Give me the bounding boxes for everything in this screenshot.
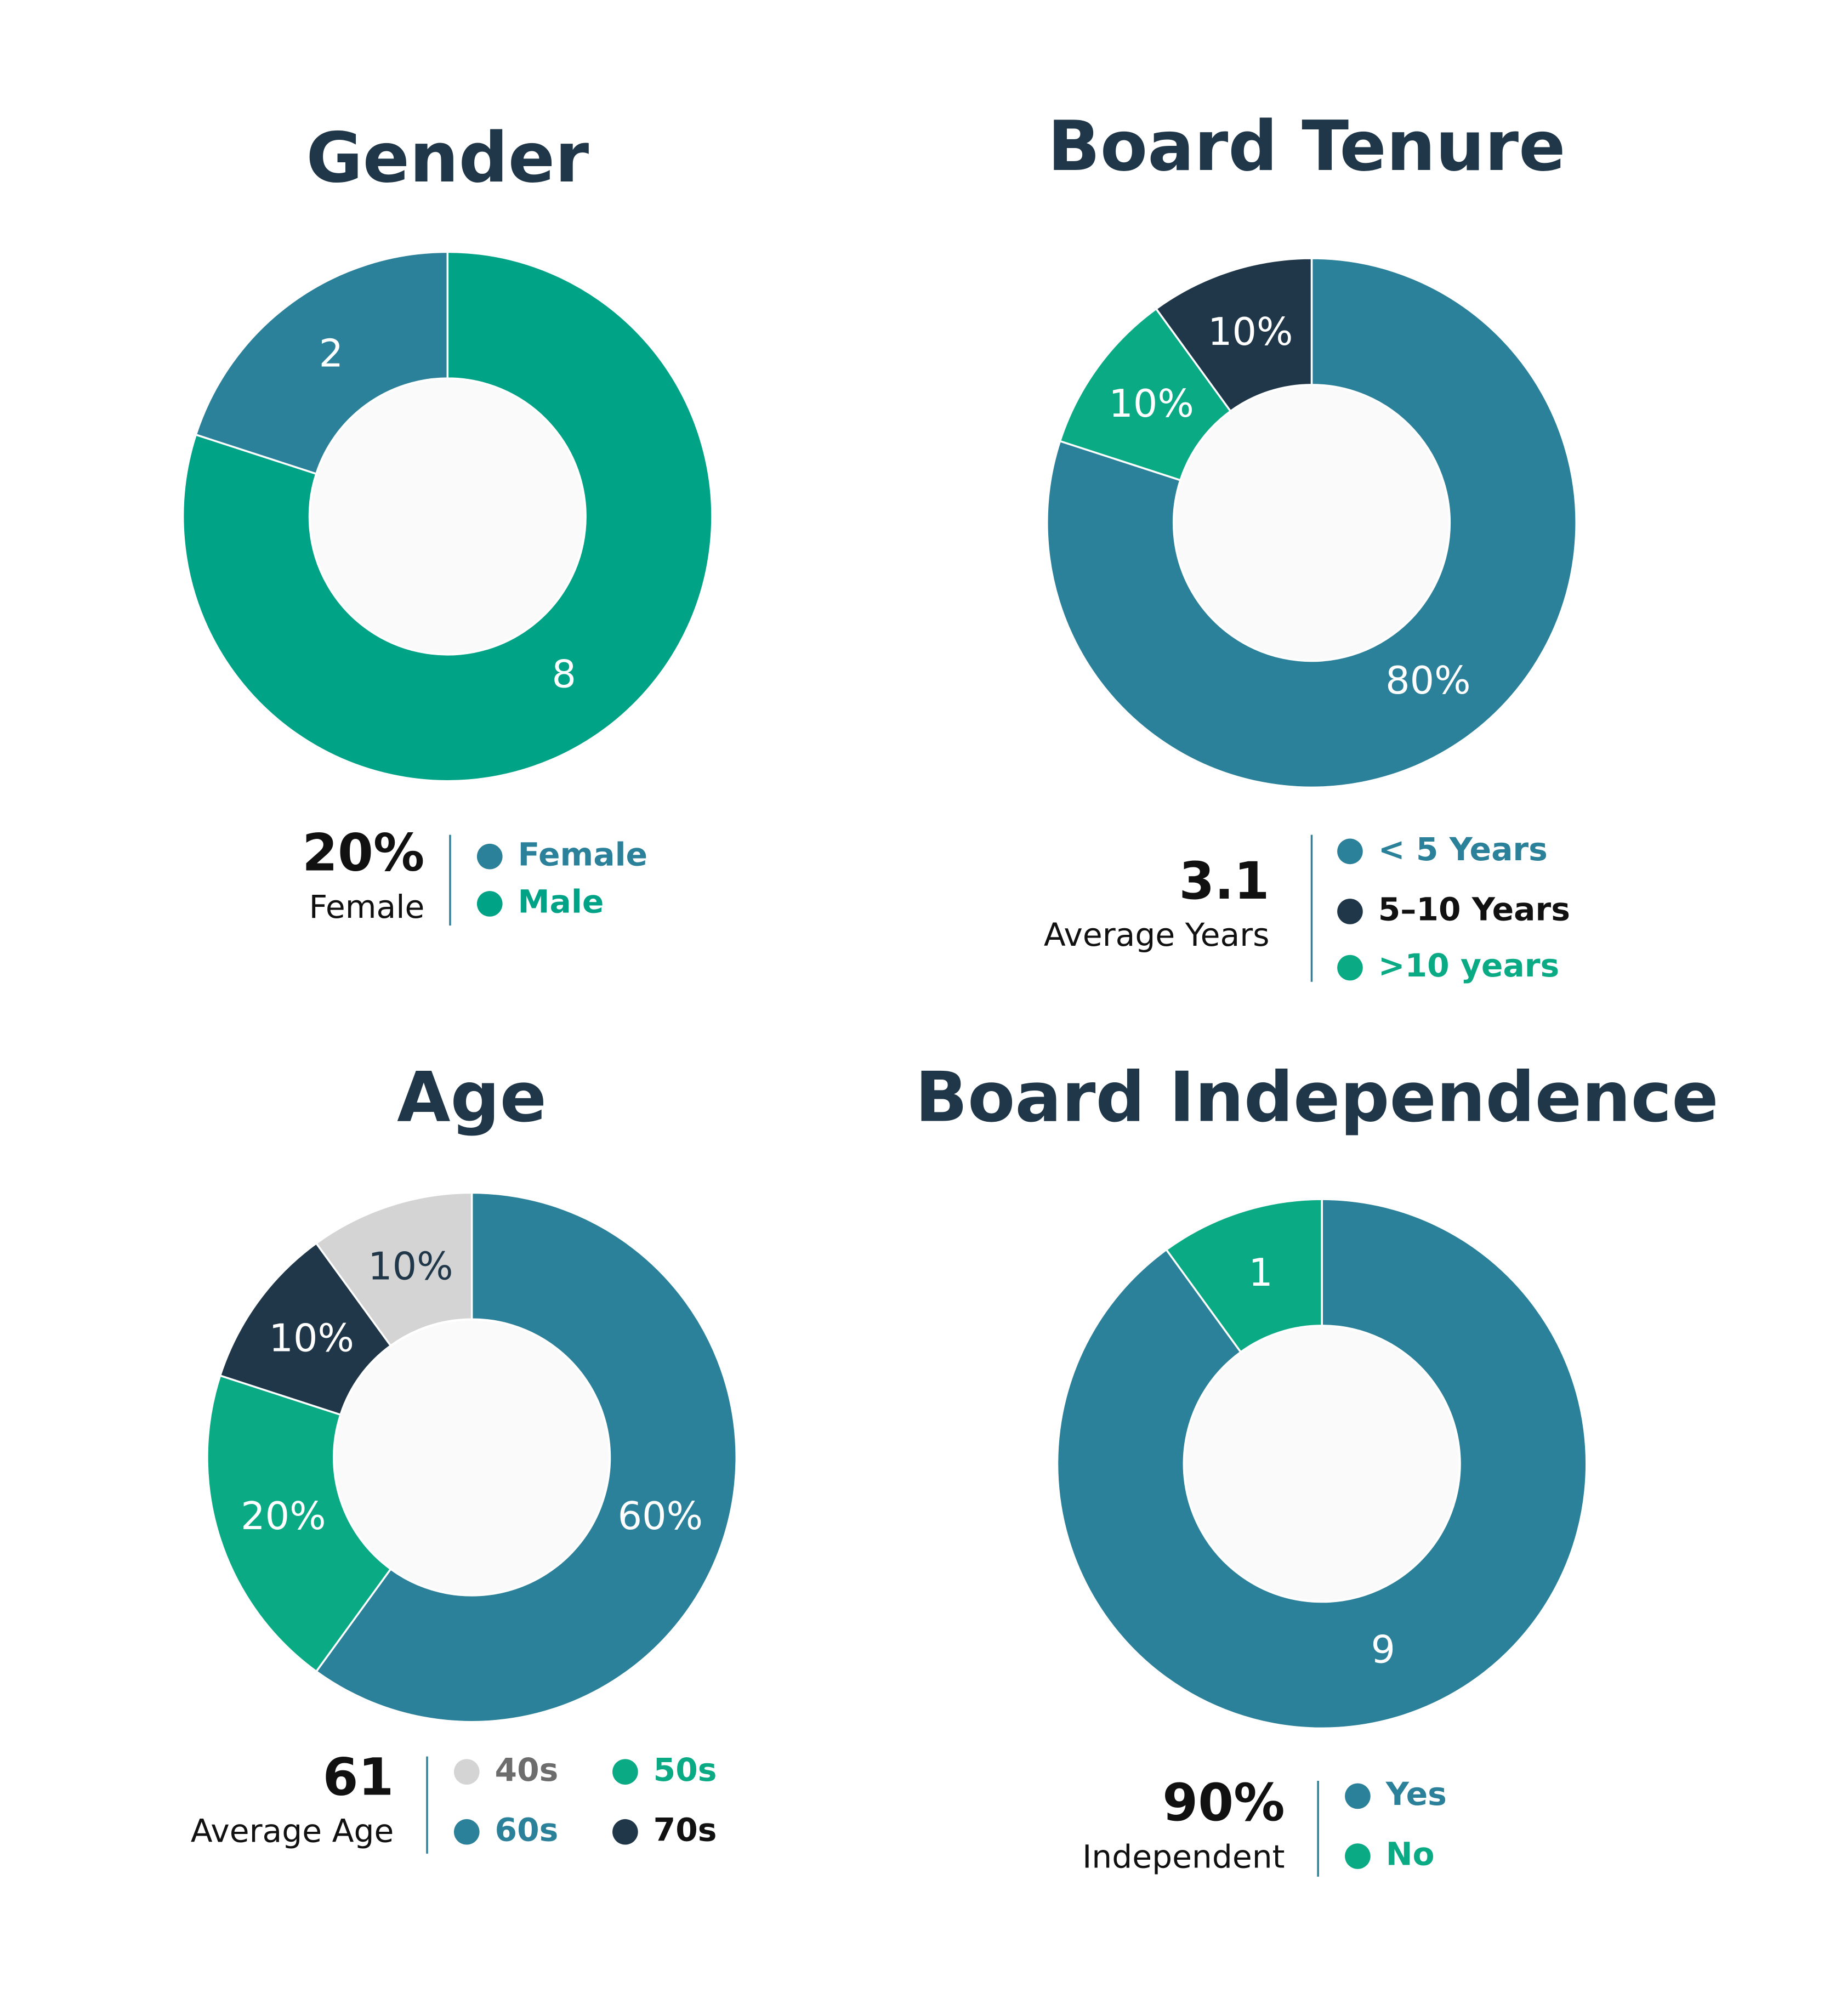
legend-label: 40s xyxy=(495,1751,559,1788)
donut-slice xyxy=(181,251,713,782)
legend-marker xyxy=(1337,899,1363,924)
legend-marker xyxy=(453,1759,480,1785)
legend-marker xyxy=(476,891,503,917)
slice-label: 2 xyxy=(319,332,344,376)
summary-value: 3.1 xyxy=(1179,851,1269,911)
slice-label: 1 xyxy=(1248,1251,1273,1295)
legend-label: Yes xyxy=(1385,1775,1447,1813)
donut-hole xyxy=(335,1320,609,1594)
chart-title: Board Independence xyxy=(915,1057,1719,1138)
summary-label: Independent xyxy=(1082,1838,1285,1875)
slice-label: 10% xyxy=(269,1316,354,1361)
donut-slice xyxy=(206,1374,393,1673)
donut-slice xyxy=(315,1191,473,1347)
legend-label: 70s xyxy=(654,1811,717,1848)
legend-label: < 5 Years xyxy=(1378,831,1548,868)
summary-value: 61 xyxy=(323,1747,394,1807)
donut-hole xyxy=(310,379,584,654)
slice-label: 20% xyxy=(241,1494,326,1538)
donut-slice xyxy=(1164,1198,1323,1354)
summary-value: 90% xyxy=(1162,1773,1285,1832)
summary-label: Average Years xyxy=(1044,916,1270,953)
donut-hole xyxy=(1174,386,1448,660)
donut-slice xyxy=(315,1191,737,1723)
legend-marker xyxy=(453,1819,480,1845)
slice-label: 9 xyxy=(1371,1627,1396,1672)
slice-label: 10% xyxy=(1208,310,1293,354)
legend-marker xyxy=(1345,1843,1371,1869)
donut-slice xyxy=(219,1242,393,1416)
slice-label: 10% xyxy=(368,1244,453,1288)
legend-label: 60s xyxy=(495,1811,559,1848)
donut-slice xyxy=(195,251,449,475)
slice-label: 8 xyxy=(552,652,576,696)
donut-slice xyxy=(1056,1198,1588,1730)
chart-title: Gender xyxy=(306,117,589,198)
summary-value: 20% xyxy=(302,823,424,883)
legend-marker xyxy=(1345,1783,1371,1809)
slice-label: 10% xyxy=(1109,382,1194,426)
legend-marker xyxy=(1337,838,1363,865)
donut-slice xyxy=(1059,307,1232,482)
legend-marker xyxy=(476,843,503,870)
chart-title: Board Tenure xyxy=(1048,106,1566,186)
legend-label: Male xyxy=(518,883,604,921)
legend-label: 5–10 Years xyxy=(1378,891,1570,928)
donut-slice xyxy=(1155,257,1313,413)
legend-marker xyxy=(1337,955,1363,981)
donut-hole xyxy=(1185,1327,1459,1601)
legend-label: 50s xyxy=(654,1751,717,1788)
chart-title: Age xyxy=(397,1057,547,1138)
legend-marker xyxy=(612,1759,638,1785)
donut-slice xyxy=(1046,257,1577,789)
slice-label: 60% xyxy=(618,1494,703,1538)
legend-label: Female xyxy=(518,836,648,873)
legend-label: >10 years xyxy=(1378,947,1560,984)
legend-marker xyxy=(612,1819,638,1845)
slice-label: 80% xyxy=(1385,658,1470,703)
summary-label: Female xyxy=(309,888,425,925)
legend-label: No xyxy=(1386,1836,1435,1873)
summary-label: Average Age xyxy=(191,1813,394,1850)
